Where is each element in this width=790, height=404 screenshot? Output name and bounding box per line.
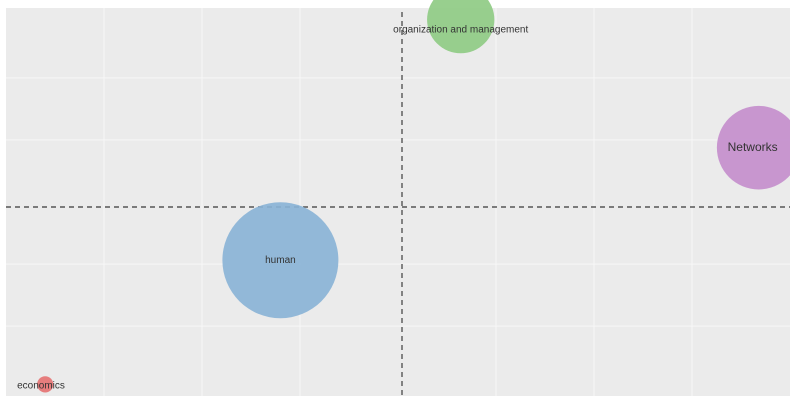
grid [6, 8, 790, 396]
quadrant-dividers [6, 12, 790, 397]
bubble [427, 0, 495, 54]
bubble-label: organization and management [393, 25, 528, 36]
bubble-labels: organization and management Networks human… [17, 25, 778, 392]
bubble-label: Networks [728, 140, 778, 154]
bubble-label: human [265, 255, 296, 266]
bubble-label: economics [17, 381, 65, 392]
bubble [716, 105, 790, 190]
bubbles [37, 0, 790, 393]
bubble [222, 202, 339, 319]
bubble [37, 376, 54, 393]
plot-background [6, 8, 790, 396]
